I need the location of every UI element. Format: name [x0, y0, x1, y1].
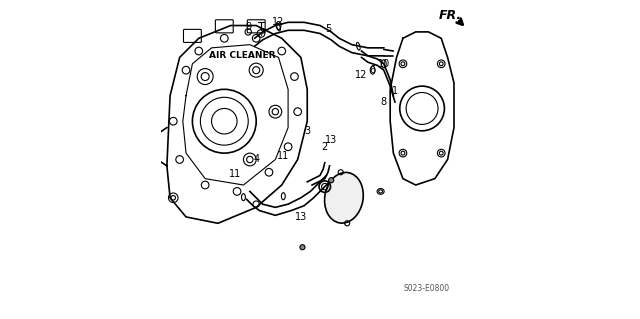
Text: S023-E0800: S023-E0800 — [404, 284, 450, 293]
Text: 5: 5 — [325, 24, 331, 34]
Text: 9: 9 — [245, 22, 252, 32]
Text: 12: 12 — [273, 17, 285, 27]
Circle shape — [300, 245, 305, 250]
Text: 6: 6 — [369, 65, 376, 75]
Text: 10: 10 — [378, 59, 390, 69]
Text: 3: 3 — [304, 126, 310, 136]
Text: 4: 4 — [253, 154, 259, 165]
Text: 13: 13 — [325, 135, 337, 145]
Circle shape — [328, 178, 333, 183]
Text: 8: 8 — [381, 97, 387, 107]
Text: 2: 2 — [322, 142, 328, 152]
Text: 7: 7 — [258, 28, 264, 39]
Text: 13: 13 — [295, 212, 307, 222]
Text: 11: 11 — [277, 151, 289, 161]
Text: 12: 12 — [355, 70, 367, 80]
Text: 11: 11 — [229, 169, 241, 179]
Text: FR.: FR. — [439, 10, 462, 22]
Text: AIR CLEANER: AIR CLEANER — [209, 51, 275, 60]
Text: 1: 1 — [392, 86, 398, 96]
Ellipse shape — [324, 173, 364, 223]
